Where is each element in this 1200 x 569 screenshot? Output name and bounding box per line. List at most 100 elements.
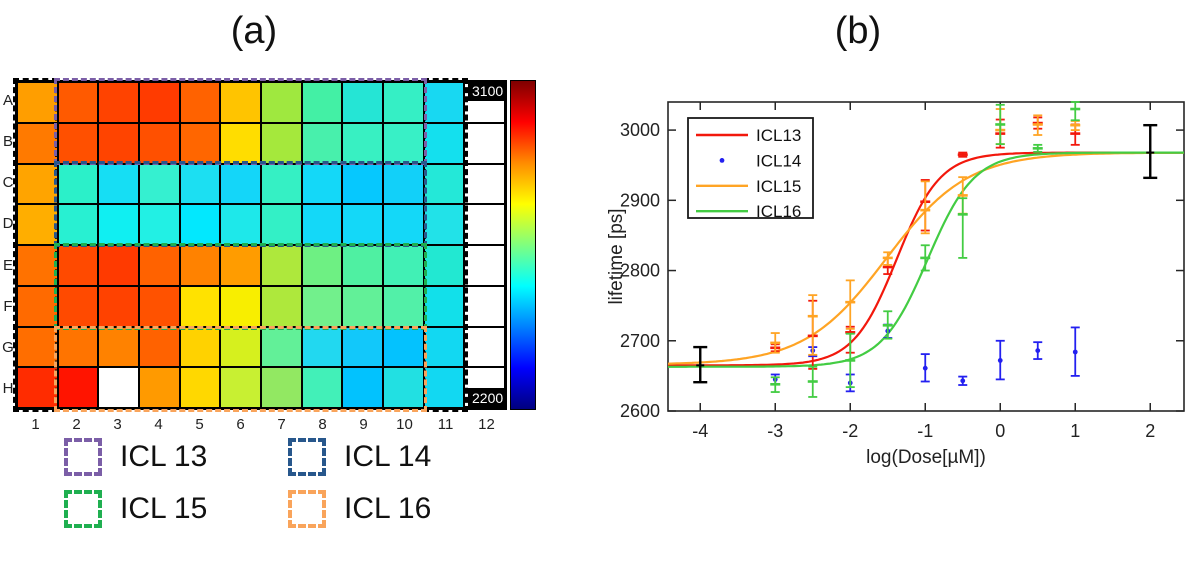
- well-F4: [139, 285, 180, 327]
- panel-b-title: (b): [834, 10, 882, 52]
- well-H4: [139, 367, 180, 408]
- well-plate-heatmap: [15, 80, 507, 410]
- well-A9: [342, 82, 383, 123]
- well-A10: [383, 82, 424, 123]
- well-E12: [464, 245, 505, 286]
- well-D3: [98, 204, 139, 245]
- dose-response-chart: -4 -3 -2 -1 0 1 2 2600 2700 2800 2900 3000 log(Dose[…: [606, 101, 1185, 468]
- well-G1: [17, 326, 58, 368]
- plate-col-label-3: 3: [113, 416, 122, 433]
- well-D8: [301, 204, 343, 245]
- plate-col-label-5: 5: [195, 416, 204, 433]
- well-D12: [464, 204, 505, 245]
- icl14-marker: [997, 358, 1003, 363]
- x-axis-tick-label: -4: [692, 421, 708, 441]
- well-C12: [464, 163, 505, 205]
- plate-row-label-C: C: [2, 174, 14, 192]
- plate-col-label-6: 6: [236, 416, 245, 433]
- x-axis-tick-label: 2: [1145, 421, 1155, 441]
- well-E8: [301, 245, 343, 286]
- well-A1: [17, 82, 58, 123]
- x-axis-tick-label: -1: [917, 421, 933, 441]
- y-axis-tick-label: 2600: [620, 401, 660, 421]
- plate-legend: ICL 13 ICL 14 ICL 15 ICL 16: [64, 438, 504, 528]
- well-D7: [261, 204, 302, 245]
- icl14-marker: [1072, 349, 1078, 355]
- well-G8: [301, 326, 343, 368]
- well-C6: [220, 163, 261, 205]
- well-E10: [383, 245, 424, 286]
- chart-legend-marker-icl14: [719, 158, 725, 163]
- well-F8: [301, 285, 343, 327]
- well-D1: [17, 204, 58, 245]
- y-axis-tick-label: 2700: [620, 331, 660, 351]
- well-F7: [261, 285, 302, 327]
- well-A11: [423, 82, 465, 123]
- chart-legend-label-icl14: ICL14: [756, 151, 801, 170]
- well-F5: [179, 285, 221, 327]
- well-B2: [57, 122, 99, 164]
- well-F3: [98, 285, 139, 327]
- chart-legend-label-icl13: ICL13: [756, 126, 801, 145]
- plate-col-label-1: 1: [31, 416, 40, 433]
- plate-legend-entry-icl-14: ICL 14: [288, 438, 504, 476]
- plate-row-label-H: H: [2, 380, 14, 398]
- plate-row-label-E: E: [2, 256, 13, 274]
- well-E3: [98, 245, 139, 286]
- chart-legend-label-icl15: ICL15: [756, 177, 801, 196]
- well-E2: [57, 245, 99, 286]
- well-H5: [179, 367, 221, 408]
- plate-row-label-A: A: [2, 91, 13, 109]
- legend-label: ICL 13: [120, 440, 208, 473]
- plate-col-label-10: 10: [396, 416, 413, 433]
- well-F10: [383, 285, 424, 327]
- x-axis-tick-label: -2: [842, 421, 858, 441]
- well-D5: [179, 204, 221, 245]
- well-G6: [220, 326, 261, 368]
- well-C11: [423, 163, 465, 205]
- well-H11: [423, 367, 465, 408]
- legend-swatch-icon: [64, 490, 102, 528]
- well-E1: [17, 245, 58, 286]
- well-G7: [261, 326, 302, 368]
- well-C7: [261, 163, 302, 205]
- well-G10: [383, 326, 424, 368]
- y-axis-tick-label: 3000: [620, 120, 660, 140]
- well-A2: [57, 82, 99, 123]
- legend-label: ICL 16: [344, 492, 432, 525]
- plate-col-label-9: 9: [359, 416, 368, 433]
- well-C8: [301, 163, 343, 205]
- plate-col-label-11: 11: [437, 416, 454, 433]
- well-F2: [57, 285, 99, 327]
- legend-label: ICL 15: [120, 492, 208, 525]
- well-E9: [342, 245, 383, 286]
- well-B10: [383, 122, 424, 164]
- legend-swatch-icon: [288, 438, 326, 476]
- y-axis-tick-label: 2800: [620, 261, 660, 281]
- icl14-marker: [960, 378, 966, 384]
- well-D9: [342, 204, 383, 245]
- plate-legend-entry-icl-16: ICL 16: [288, 490, 504, 528]
- x-axis-tick-label: 0: [995, 421, 1005, 441]
- legend-label: ICL 14: [344, 440, 432, 473]
- well-F6: [220, 285, 261, 327]
- plate-row-label-B: B: [2, 132, 13, 150]
- legend-swatch-icon: [64, 438, 102, 476]
- well-H1: [17, 367, 58, 408]
- well-E4: [139, 245, 180, 286]
- well-G12: [464, 326, 505, 368]
- well-B9: [342, 122, 383, 164]
- well-A6: [220, 82, 261, 123]
- well-B5: [179, 122, 221, 164]
- panel-a-title: (a): [230, 10, 278, 52]
- well-E7: [261, 245, 302, 286]
- well-H2: [57, 367, 99, 408]
- well-H10: [383, 367, 424, 408]
- plate-legend-entry-icl-15: ICL 15: [64, 490, 288, 528]
- plate-col-label-4: 4: [154, 416, 163, 433]
- well-H3: [98, 367, 139, 408]
- plate-col-label-12: 12: [478, 416, 495, 433]
- y-axis-label: lifetime [ps]: [606, 208, 627, 304]
- well-F9: [342, 285, 383, 327]
